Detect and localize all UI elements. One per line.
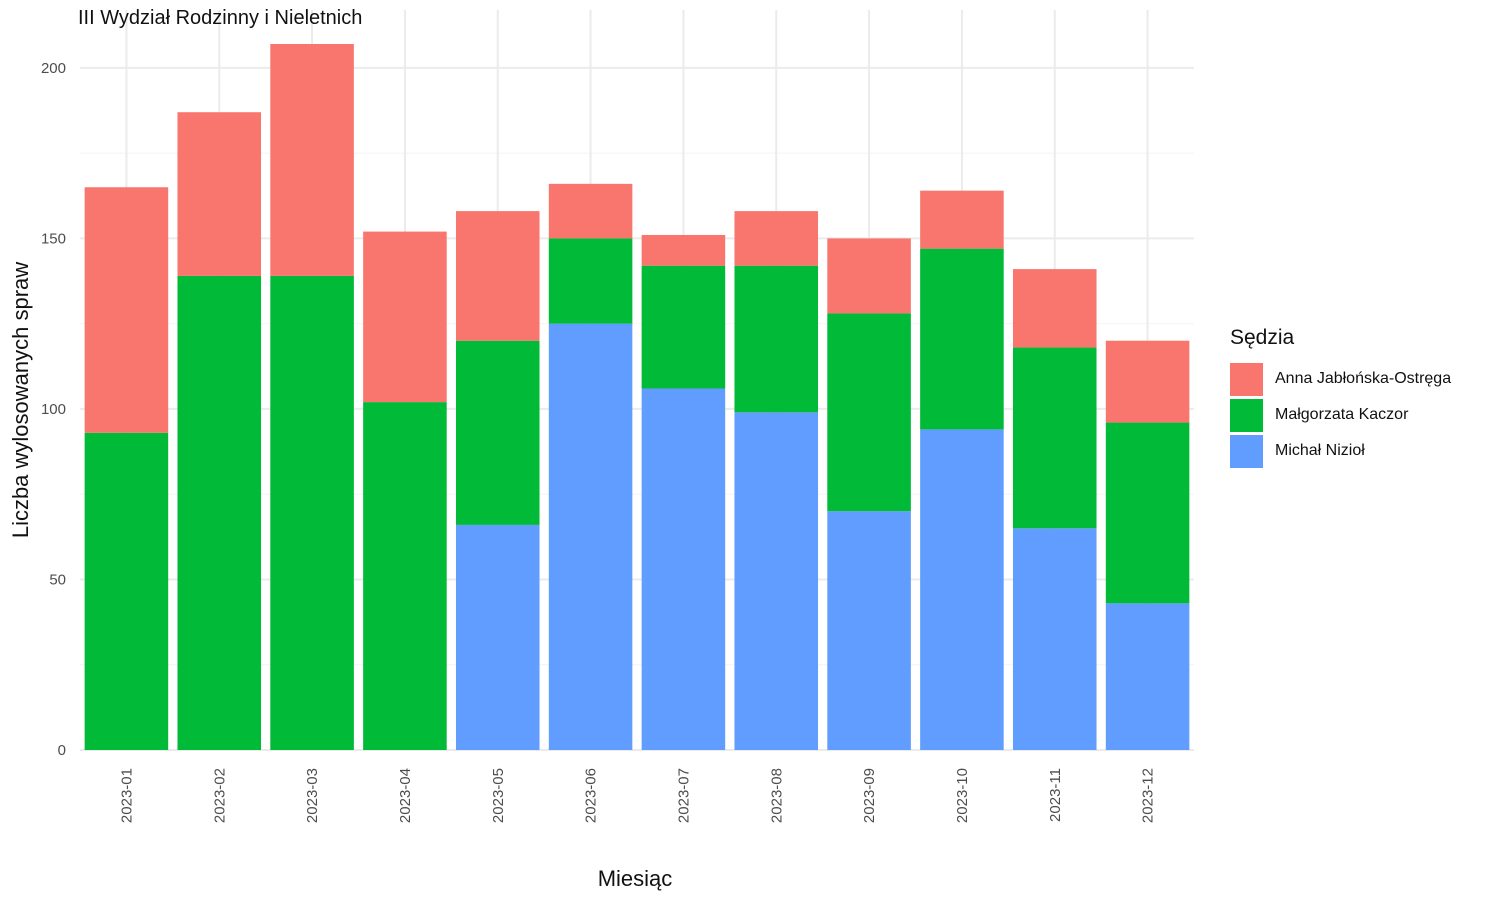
bar-segment xyxy=(641,234,726,266)
bar-segment xyxy=(548,238,633,324)
x-tick-label: 2023-06 xyxy=(583,768,600,823)
bar-segment xyxy=(827,313,911,512)
bar-segment xyxy=(177,112,262,276)
x-tick-label: 2023-07 xyxy=(675,768,692,823)
bar-segment xyxy=(455,340,540,525)
x-tick-label: 2023-12 xyxy=(1140,768,1157,823)
legend-label-malgorzata: Małgorzata Kaczor xyxy=(1275,406,1409,423)
x-tick-label: 2023-02 xyxy=(211,768,228,823)
bar-segment xyxy=(1105,422,1190,604)
legend-item-malgorzata: Małgorzata Kaczor xyxy=(1230,397,1451,433)
bar-segment xyxy=(270,44,354,276)
x-tick-label: 2023-09 xyxy=(861,768,878,823)
x-tick-label: 2023-05 xyxy=(490,768,507,823)
legend-item-michal: Michał Nizioł xyxy=(1230,433,1451,469)
bar-segment xyxy=(363,402,447,750)
x-axis-label: Miesiąc xyxy=(597,866,673,891)
bar-segment xyxy=(827,238,911,314)
x-tick-label: 2023-03 xyxy=(304,768,321,823)
chart-title: III Wydział Rodzinny i Nieletnich xyxy=(78,7,363,29)
bar-segment xyxy=(1012,347,1097,529)
x-tick-label: 2023-11 xyxy=(1047,768,1064,822)
bar-segment xyxy=(920,248,1004,430)
x-tick-label: 2023-08 xyxy=(768,768,785,823)
bar-segment xyxy=(177,275,262,750)
bar-segment xyxy=(1105,603,1190,750)
bar-segment xyxy=(1012,269,1097,348)
bar-segment xyxy=(548,183,633,239)
bar-segment xyxy=(641,388,726,750)
bar-segment xyxy=(920,429,1004,750)
legend: Sędzia Anna Jabłońska-Ostręga Małgorzata… xyxy=(1230,326,1451,469)
legend-swatch-michal xyxy=(1230,434,1263,468)
bar-segment xyxy=(548,323,633,750)
legend-label-anna: Anna Jabłońska-Ostręga xyxy=(1275,370,1452,387)
y-tick-label: 0 xyxy=(58,742,66,759)
bar-segment xyxy=(1012,528,1097,750)
bar-segment xyxy=(455,211,540,341)
bar-segment xyxy=(920,190,1004,249)
legend-swatch-malgorzata xyxy=(1230,398,1263,432)
legend-label-michal: Michał Nizioł xyxy=(1275,442,1365,459)
bar-segment xyxy=(363,231,447,403)
bar-segment xyxy=(455,524,540,750)
bar-segment xyxy=(734,265,819,413)
x-tick-label: 2023-04 xyxy=(397,768,414,823)
bar-segment xyxy=(1105,340,1190,423)
y-tick-label: 50 xyxy=(49,571,66,588)
y-tick-label: 200 xyxy=(41,60,66,77)
bar-segment xyxy=(641,265,726,389)
y-tick-label: 150 xyxy=(41,230,66,247)
bar-segment xyxy=(734,412,819,750)
bar-segment xyxy=(84,432,169,750)
bar-segment xyxy=(827,511,911,750)
y-axis-label: Liczba wylosowanych spraw xyxy=(8,261,33,539)
bar-segment xyxy=(270,275,354,750)
legend-title: Sędzia xyxy=(1230,326,1295,349)
bar-segment xyxy=(84,187,169,433)
bar-segment xyxy=(734,211,819,266)
legend-swatch-anna xyxy=(1230,362,1263,396)
y-tick-label: 100 xyxy=(41,401,66,418)
x-tick-label: 2023-10 xyxy=(954,768,971,823)
legend-item-anna: Anna Jabłońska-Ostręga xyxy=(1230,361,1451,397)
x-tick-label: 2023-01 xyxy=(118,768,135,823)
